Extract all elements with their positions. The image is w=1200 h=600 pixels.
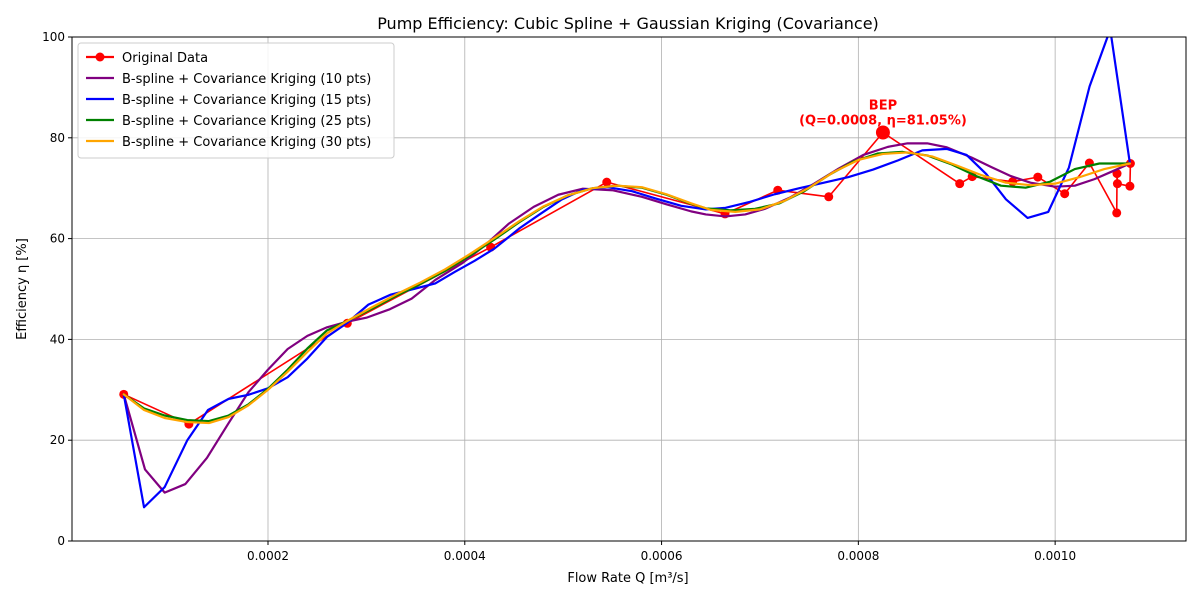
x-tick-label: 0.0006 [641, 549, 683, 563]
series-line [122, 142, 1132, 494]
chart-title: Pump Efficiency: Cubic Spline + Gaussian… [377, 14, 879, 33]
data-point [1125, 181, 1135, 191]
series-4 [122, 151, 1132, 425]
data-point [955, 179, 965, 189]
plot-frame [71, 36, 1187, 542]
data-point [1112, 208, 1122, 218]
data-point [824, 192, 834, 202]
legend-entry: B-spline + Covariance Kriging (30 pts) [122, 135, 371, 150]
legend-marker [95, 52, 105, 62]
x-axis-label: Flow Rate Q [m³/s] [567, 571, 688, 586]
legend-entry: B-spline + Covariance Kriging (25 pts) [122, 114, 371, 129]
bep-coordinates-label: (Q=0.0008, η=81.05%) [799, 114, 967, 129]
y-tick-label: 0 [57, 534, 65, 548]
x-tick-label: 0.0004 [444, 549, 486, 563]
legend-box [77, 42, 395, 159]
y-tick-label: 100 [42, 30, 65, 44]
y-axis-label: Efficiency η [%] [15, 238, 30, 340]
y-tick-label: 40 [50, 332, 65, 346]
legend-entry: B-spline + Covariance Kriging (10 pts) [122, 72, 371, 87]
axes [71, 36, 1187, 542]
bep-annotation: BEP(Q=0.0008, η=81.05%) [799, 99, 967, 140]
y-tick-label: 20 [50, 433, 65, 447]
x-tick-label: 0.0010 [1034, 549, 1076, 563]
series-line [122, 151, 1132, 425]
legend-entry: Original Data [122, 51, 208, 66]
bep-label: BEP [869, 99, 897, 114]
ticks: 0.0002 0.0004 0.0006 0.0008 0.0010 0 20 40 60 80 1… [42, 30, 1076, 563]
legend: Original Data B-spline + Covariance Krigi… [77, 42, 395, 159]
data-point [1112, 179, 1122, 189]
y-tick-label: 60 [50, 232, 65, 246]
data-point [1060, 189, 1070, 199]
x-tick-label: 0.0002 [247, 549, 289, 563]
data-point [1033, 172, 1043, 182]
series-1 [122, 142, 1132, 494]
x-tick-label: 0.0008 [837, 549, 879, 563]
series-layer [119, 37, 1135, 509]
data-point [602, 177, 612, 187]
y-tick-label: 80 [50, 131, 65, 145]
bep-marker [875, 125, 890, 140]
legend-entry: B-spline + Covariance Kriging (15 pts) [122, 93, 371, 108]
